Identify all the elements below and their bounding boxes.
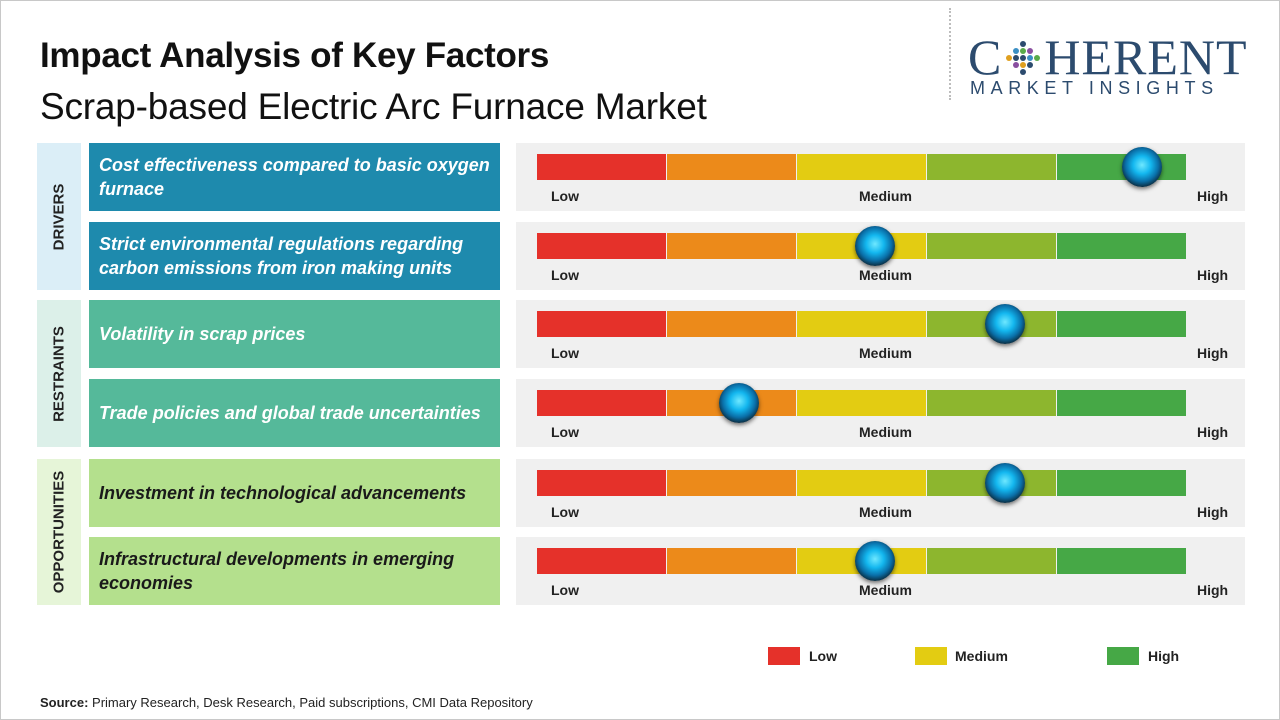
impact-bar-segment	[537, 390, 666, 416]
impact-bar-segment	[667, 548, 796, 574]
legend-swatch-low	[768, 647, 800, 665]
logo-globe-icon	[1003, 38, 1043, 78]
section-label: RESTRAINTS	[50, 325, 68, 422]
impact-bar-segment	[667, 233, 796, 259]
factor-label: Infrastructural developments in emerging…	[89, 537, 500, 605]
impact-bar-segment	[537, 154, 666, 180]
impact-marker	[985, 304, 1025, 344]
logo-dot	[1020, 48, 1027, 54]
scale-label-low: Low	[551, 582, 579, 598]
impact-gauge: Low Medium High	[516, 222, 1245, 290]
company-logo-tagline: MARKET INSIGHTS	[970, 78, 1219, 98]
impact-bar-segment	[927, 233, 1056, 259]
impact-gauge: Low Medium High	[516, 379, 1245, 447]
impact-bar	[537, 390, 1187, 416]
source-label: Source:	[40, 695, 89, 710]
scale-label-high: High	[1197, 267, 1229, 283]
scale-label-medium: Medium	[859, 267, 912, 283]
impact-bar-segment	[537, 311, 666, 337]
section-opportunities: OPPORTUNITIES	[37, 459, 81, 605]
section-label: OPPORTUNITIES	[50, 470, 68, 594]
scale-label-high: High	[1197, 188, 1229, 204]
scale-label-high: High	[1197, 345, 1229, 361]
factor-label: Cost effectiveness compared to basic oxy…	[89, 143, 500, 211]
scale-label-low: Low	[551, 267, 579, 283]
impact-bar-segment	[927, 390, 1056, 416]
scale-label-low: Low	[551, 188, 579, 204]
impact-bar-segment	[537, 548, 666, 574]
legend-label-medium: Medium	[955, 648, 1008, 664]
impact-marker	[855, 541, 895, 581]
section-restraints: RESTRAINTS	[37, 300, 81, 447]
logo-dot	[1020, 41, 1027, 47]
impact-bar-segment	[927, 548, 1056, 574]
source-text: Primary Research, Desk Research, Paid su…	[92, 695, 533, 710]
scale-label-high: High	[1197, 424, 1229, 440]
scale-label-medium: Medium	[859, 582, 912, 598]
impact-bar-segment	[1057, 470, 1186, 496]
page-title: Impact Analysis of Key Factors	[40, 36, 550, 75]
legend-label-low: Low	[809, 648, 837, 664]
scale-label-medium: Medium	[859, 504, 912, 520]
scale-label-low: Low	[551, 504, 579, 520]
legend-label-high: High	[1148, 648, 1180, 664]
impact-bar-segment	[1057, 311, 1186, 337]
logo-dot	[1013, 55, 1020, 61]
impact-bar-segment	[537, 233, 666, 259]
factor-label: Strict environmental regulations regardi…	[89, 222, 500, 290]
factor-label: Investment in technological advancements	[89, 459, 500, 527]
impact-gauge: Low Medium High	[516, 459, 1245, 527]
scale-label-high: High	[1197, 504, 1229, 520]
logo-dot	[1013, 48, 1020, 54]
impact-bar-segment	[1057, 233, 1186, 259]
impact-bar	[537, 311, 1187, 337]
impact-bar-segment	[797, 154, 926, 180]
impact-bar-segment	[797, 470, 926, 496]
source-note: Source: Primary Research, Desk Research,…	[40, 695, 533, 710]
logo-dot	[1020, 55, 1027, 61]
impact-bar-segment	[797, 311, 926, 337]
impact-bar-segment	[927, 154, 1056, 180]
impact-bar-segment	[667, 154, 796, 180]
impact-marker	[985, 463, 1025, 503]
logo-divider	[949, 8, 951, 100]
impact-gauge: Low Medium High	[516, 143, 1245, 211]
scale-label-low: Low	[551, 345, 579, 361]
logo-dot	[1020, 69, 1027, 75]
page-subtitle: Scrap-based Electric Arc Furnace Market	[40, 86, 707, 127]
impact-marker	[1121, 147, 1162, 187]
impact-bar	[537, 154, 1187, 180]
section-label: DRIVERS	[50, 183, 68, 250]
scale-label-medium: Medium	[859, 345, 912, 361]
factor-label: Trade policies and global trade uncertai…	[89, 379, 500, 447]
impact-gauge: Low Medium High	[516, 300, 1245, 368]
impact-bar-segment	[1057, 548, 1186, 574]
impact-gauge: Low Medium High	[516, 537, 1245, 605]
scale-label-high: High	[1197, 582, 1229, 598]
section-drivers: DRIVERS	[37, 143, 81, 290]
impact-bar	[537, 470, 1187, 496]
logo-dot	[1013, 62, 1020, 68]
scale-label-medium: Medium	[859, 424, 912, 440]
factor-label: Volatility in scrap prices	[89, 300, 500, 368]
impact-bar-segment	[667, 311, 796, 337]
impact-bar-segment	[667, 470, 796, 496]
company-logo: C HERENT	[968, 29, 1248, 85]
scale-label-medium: Medium	[859, 188, 912, 204]
impact-marker	[855, 226, 895, 266]
impact-bar-segment	[1057, 390, 1186, 416]
logo-dot	[1034, 55, 1041, 61]
scale-label-low: Low	[551, 424, 579, 440]
logo-dot	[1027, 55, 1034, 61]
impact-marker	[718, 383, 759, 423]
impact-bar-segment	[797, 390, 926, 416]
logo-dot	[1027, 62, 1034, 68]
legend-swatch-medium	[915, 647, 947, 665]
impact-bar-segment	[537, 470, 666, 496]
legend-swatch-high	[1107, 647, 1139, 665]
logo-dot	[1020, 62, 1027, 68]
logo-dot	[1027, 48, 1034, 54]
logo-dot	[1006, 55, 1013, 61]
